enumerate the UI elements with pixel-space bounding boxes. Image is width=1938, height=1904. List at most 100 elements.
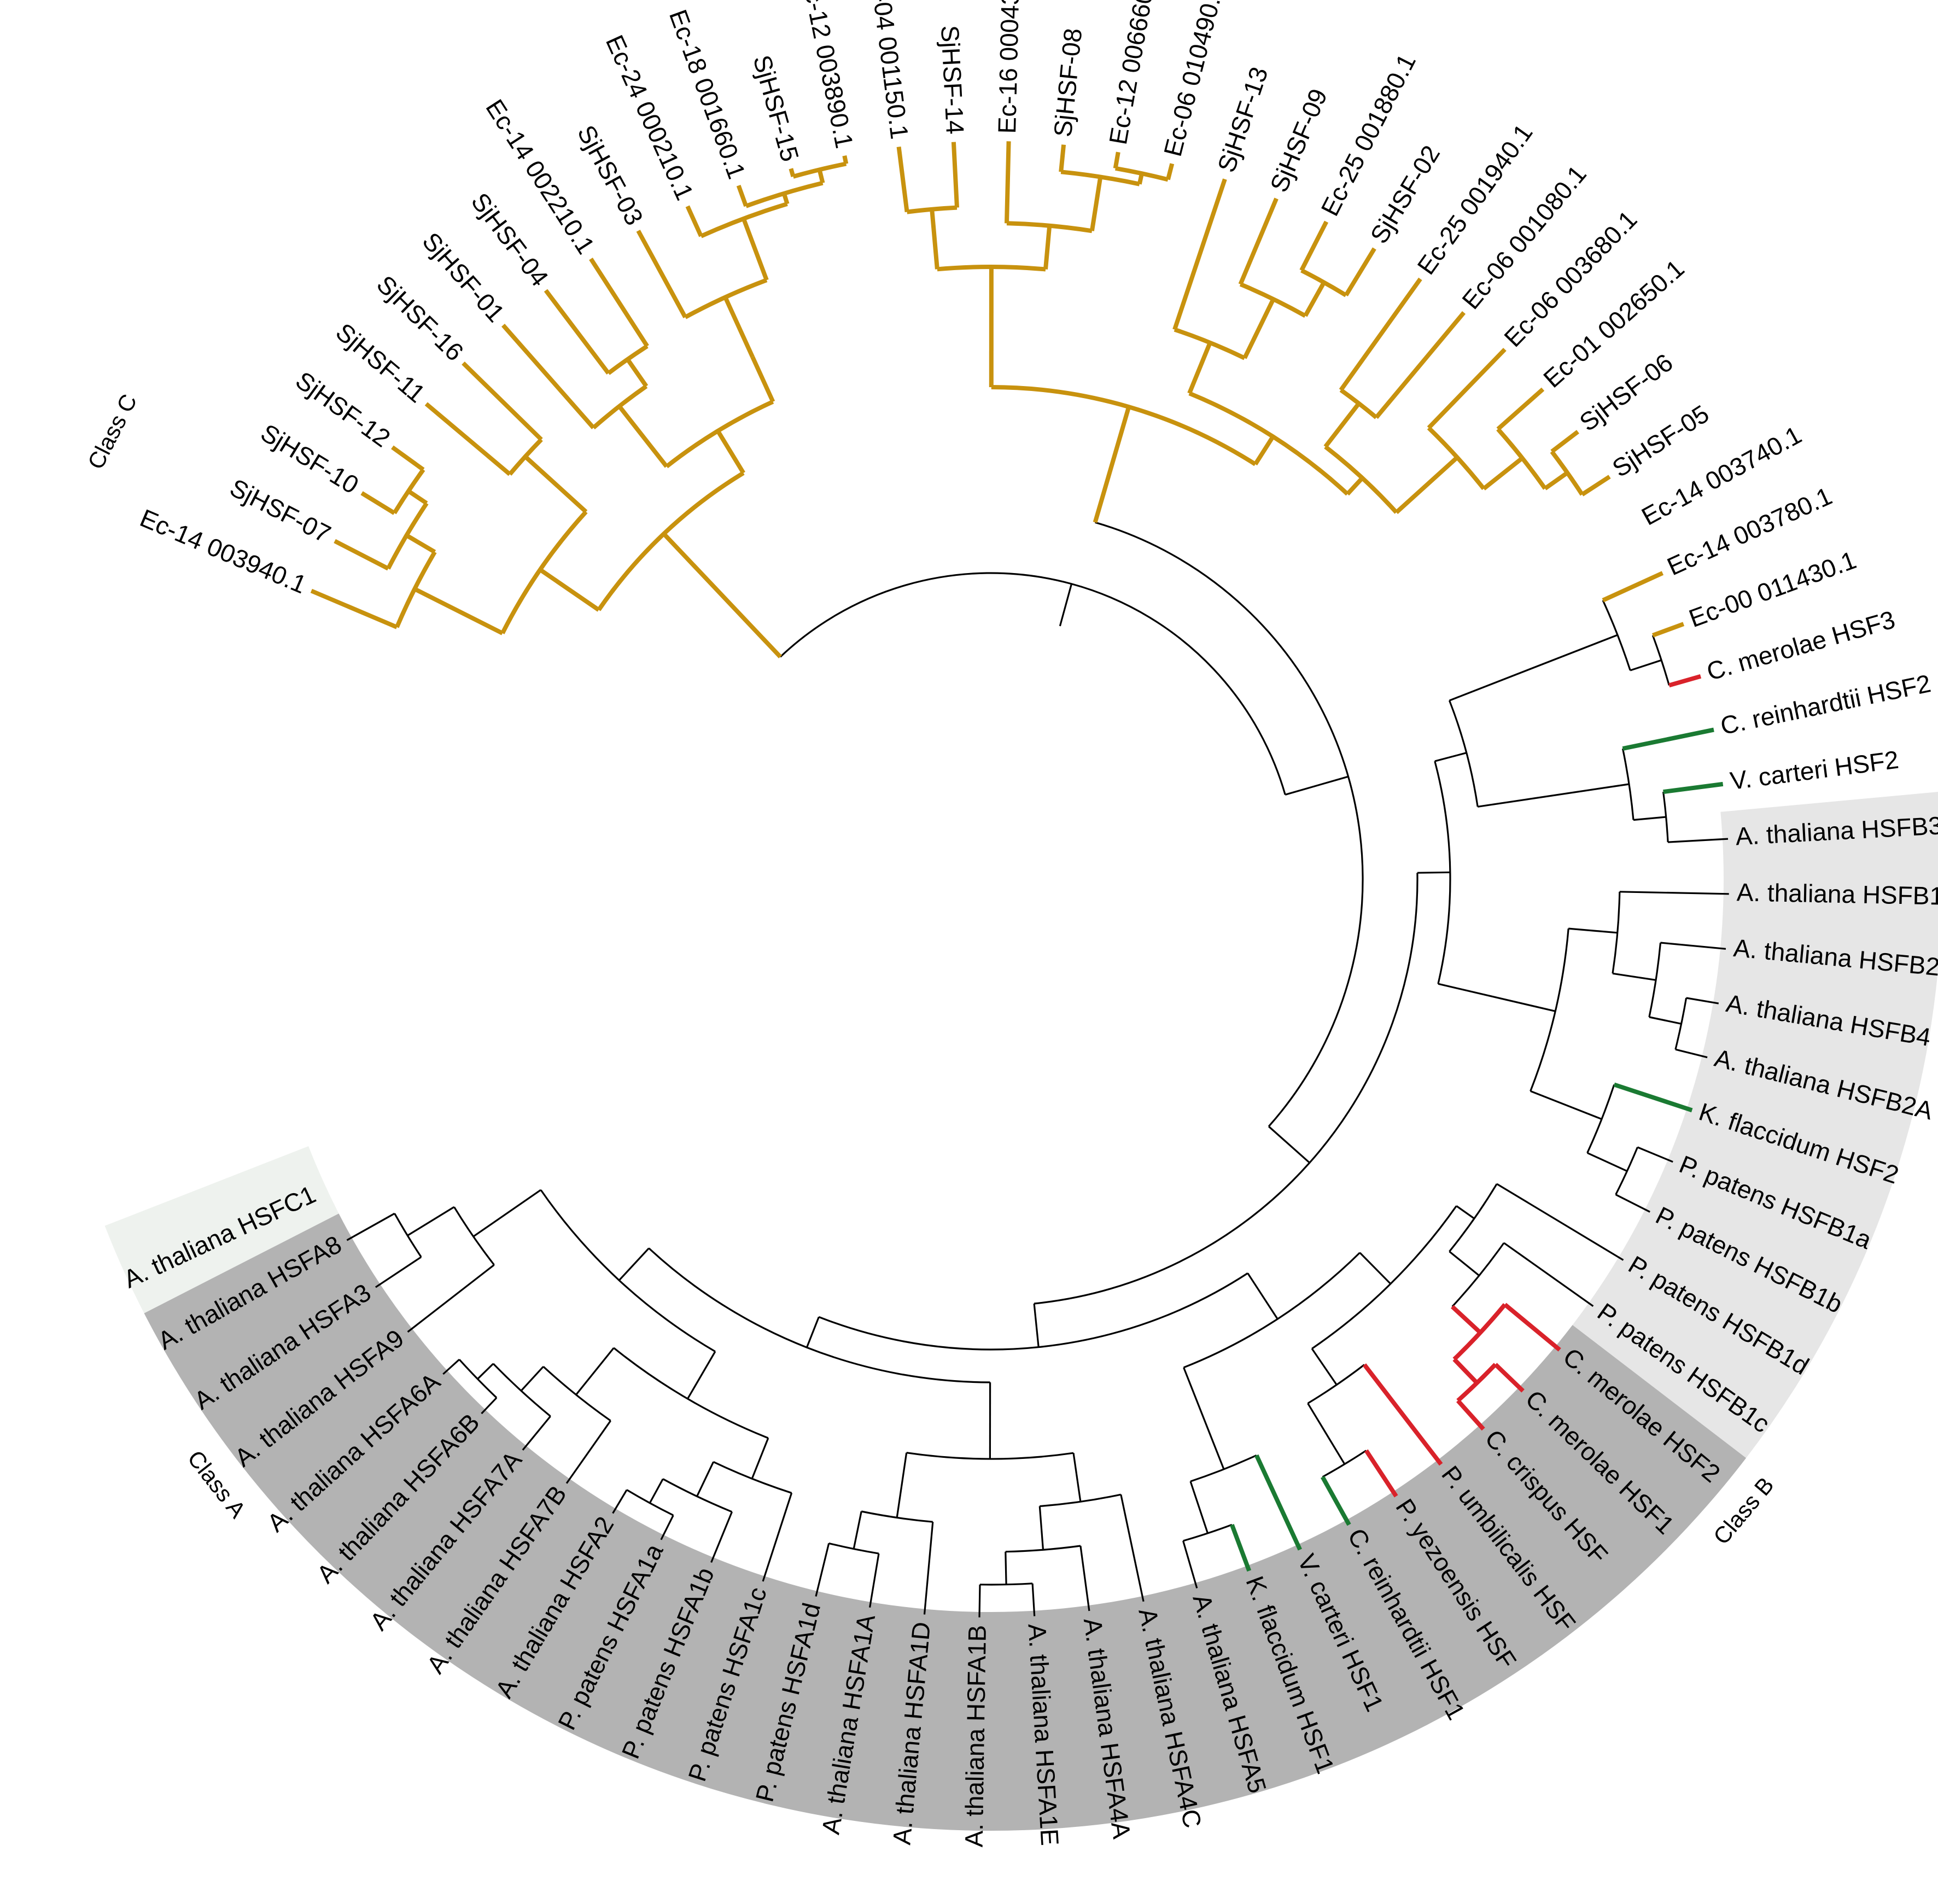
tree-branch-83 xyxy=(1427,426,1486,490)
tree-branch-32 xyxy=(684,278,768,319)
tree-branch-0 xyxy=(1059,583,1073,627)
tree-branch-167 xyxy=(906,1452,1074,1460)
tree-branch-59 xyxy=(1059,144,1066,172)
tree-branch-71 xyxy=(1238,197,1279,285)
tree-branch-70 xyxy=(1239,282,1306,318)
tree-branch-92 xyxy=(1268,1125,1310,1164)
tree-branch-9 xyxy=(405,533,436,554)
tree-branch-178 xyxy=(896,1452,908,1518)
tree-branch-29 xyxy=(750,356,775,403)
tree-branch-3 xyxy=(597,471,745,611)
tree-branch-99 xyxy=(1602,600,1631,671)
tree-branch-75 xyxy=(1344,247,1376,296)
tree-branch-183 xyxy=(869,1553,880,1608)
tree-branch-50 xyxy=(930,209,939,270)
tree-branch-61 xyxy=(1115,166,1169,182)
tree-branch-138 xyxy=(1449,1183,1498,1252)
tree-branch-15 xyxy=(391,445,425,472)
tree-branch-12 xyxy=(407,489,428,505)
tree-branch-113 xyxy=(1530,928,1569,1091)
tree-branch-133 xyxy=(1247,1272,1279,1320)
tree-branch-165 xyxy=(648,1247,990,1383)
tree-branch-211 xyxy=(407,1264,495,1333)
class-bands xyxy=(104,792,1938,1831)
tree-branch-123 xyxy=(1675,1048,1708,1059)
tree-branch-132 xyxy=(818,1272,1248,1351)
tree-branch-26 xyxy=(607,344,649,375)
tree-branch-212 xyxy=(407,1206,455,1236)
tree-branch-158 xyxy=(1190,1454,1257,1482)
tree-branch-126 xyxy=(1613,1082,1693,1113)
tree-branch-77 xyxy=(1324,445,1398,514)
tree-branch-169 xyxy=(1040,1493,1122,1508)
tree-branch-22 xyxy=(617,405,669,468)
tree-branch-180 xyxy=(923,1522,934,1615)
tree-branch-67 xyxy=(1174,327,1246,360)
tree-branch-86 xyxy=(1496,428,1547,490)
tree-branch-110 xyxy=(1663,781,1724,795)
tree-branch-91 xyxy=(1581,475,1611,497)
tree-branch-4 xyxy=(539,568,600,612)
tree-branch-104 xyxy=(1668,674,1702,688)
tree-branch-181 xyxy=(853,1511,862,1549)
tree-branch-46 xyxy=(1093,406,1131,523)
tree-branch-120 xyxy=(1649,1016,1682,1025)
tree-branch-95 xyxy=(1434,761,1451,984)
tree-branch-107 xyxy=(1622,727,1714,751)
leaf-label: SjHSF-14 xyxy=(936,25,970,135)
tree-branch-146 xyxy=(1452,1358,1479,1385)
tree-branch-122 xyxy=(1686,997,1719,1004)
tree-branch-215 xyxy=(346,1212,395,1241)
tree-branch-164 xyxy=(805,1316,820,1348)
tree-branch-101 xyxy=(1630,659,1662,671)
tree-branch-198 xyxy=(612,1489,628,1514)
tree-branch-207 xyxy=(481,1397,498,1415)
tree-branch-25 xyxy=(626,358,649,388)
tree-branch-117 xyxy=(1612,972,1656,981)
tree-branch-52 xyxy=(896,147,909,213)
tree-branch-56 xyxy=(1005,141,1011,224)
tree-branch-19 xyxy=(462,361,543,441)
tree-branch-187 xyxy=(687,1351,716,1399)
tree-branch-170 xyxy=(1120,1494,1145,1602)
tree-branch-54 xyxy=(1043,225,1052,270)
tree-branch-195 xyxy=(649,1478,664,1504)
tree-branch-163 xyxy=(1182,1540,1198,1588)
tree-branch-129 xyxy=(1637,1146,1673,1163)
tree-branch-34 xyxy=(742,218,769,281)
tree-branch-105 xyxy=(1477,783,1630,808)
tree-branch-214 xyxy=(375,1256,422,1288)
tree-branch-36 xyxy=(685,205,703,237)
tree-branch-24 xyxy=(501,324,596,429)
tree-branch-201 xyxy=(565,1420,611,1484)
tree-branch-27 xyxy=(544,289,610,375)
tree-branch-65 xyxy=(1188,391,1349,496)
tree-branch-162 xyxy=(1230,1523,1252,1572)
tree-branch-128 xyxy=(1615,1147,1638,1195)
tree-branch-175 xyxy=(979,1582,1033,1586)
tree-branch-103 xyxy=(1652,622,1685,638)
tree-branch-144 xyxy=(1452,1303,1507,1361)
tree-branch-40 xyxy=(817,169,825,184)
tree-branch-18 xyxy=(424,402,511,476)
tree-branch-97 xyxy=(1449,700,1479,807)
tree-branch-135 xyxy=(1359,1252,1392,1284)
tree-branch-5 xyxy=(500,510,588,634)
tree-branch-23 xyxy=(592,384,648,430)
tree-branch-47 xyxy=(991,385,1257,466)
tree-branch-188 xyxy=(613,1347,769,1439)
tree-branch-45 xyxy=(1095,521,1364,1128)
leaf-label: A. thaliana HSFA1B xyxy=(960,1625,991,1847)
tree-branch-150 xyxy=(1311,1348,1338,1386)
tree-branch-80 xyxy=(1339,277,1422,392)
tree-branch-1 xyxy=(779,572,1286,795)
tree-branch-90 xyxy=(1550,430,1579,453)
tree-branch-8 xyxy=(310,588,398,629)
tree-branch-208 xyxy=(442,1359,460,1375)
tree-branch-33 xyxy=(636,230,687,319)
tree-branch-93 xyxy=(1034,873,1419,1305)
tree-branch-111 xyxy=(1668,838,1729,843)
tree-branch-42 xyxy=(789,168,796,177)
tree-branch-210 xyxy=(453,1206,495,1266)
